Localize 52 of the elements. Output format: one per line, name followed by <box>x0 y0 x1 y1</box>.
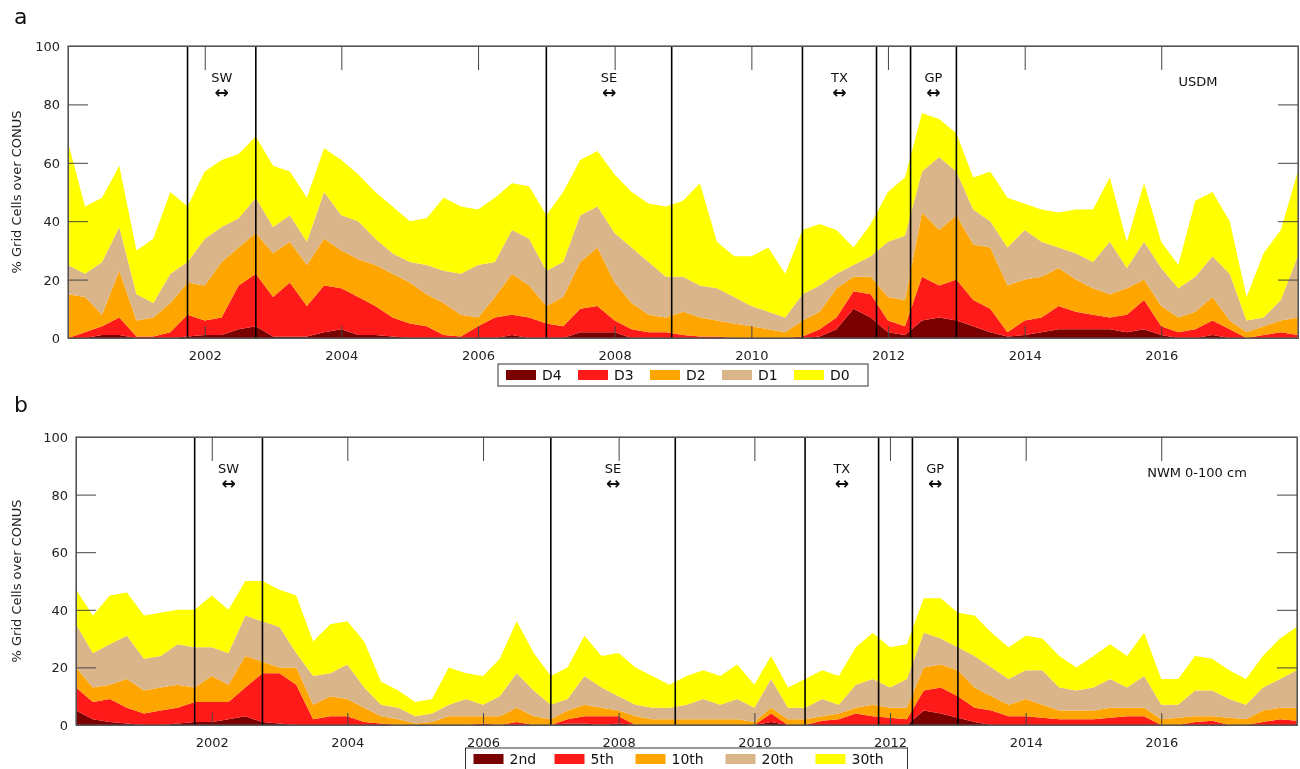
y-tick-label: 20 <box>51 660 68 676</box>
legend-label: 2nd <box>509 751 537 767</box>
x-tick-label: 2008 <box>602 734 636 750</box>
y-tick-label: 60 <box>43 155 60 171</box>
legend-label: 20th <box>761 751 794 767</box>
x-tick-label: 2006 <box>467 734 501 750</box>
legend-label: D4 <box>542 367 562 383</box>
y-tick-label: 80 <box>51 487 68 503</box>
y-tick-label: 40 <box>51 602 68 618</box>
x-tick-label: 2016 <box>1145 734 1179 750</box>
annotation: GP ↔ <box>924 70 943 102</box>
y-tick-label: 80 <box>43 97 60 113</box>
y-tick-label: 100 <box>43 430 68 445</box>
legend-label: D0 <box>830 367 850 383</box>
legend-label: D3 <box>614 367 634 383</box>
x-tick-label: 2010 <box>738 734 772 750</box>
legend-label: 10th <box>671 751 704 767</box>
x-tick-label: 2014 <box>1009 734 1043 750</box>
annotation: SW ↔ <box>211 70 233 102</box>
annotation: NWM 0-100 cm <box>1147 465 1247 480</box>
x-tick-label: 2004 <box>331 734 365 750</box>
annotation: SE ↔ <box>604 461 622 493</box>
x-tick-label: 2004 <box>325 347 359 363</box>
x-tick-label: 2008 <box>598 347 632 363</box>
x-tick-label: 2010 <box>735 347 769 363</box>
x-tick-label: 2002 <box>188 347 222 363</box>
y-tick-label: 60 <box>51 545 68 561</box>
chart-title: b <box>14 392 28 417</box>
legend-label: 5th <box>590 751 614 767</box>
annotation: USDM <box>1178 74 1218 89</box>
x-tick-label: 2012 <box>871 347 905 363</box>
y-tick-label: 40 <box>43 214 60 230</box>
y-tick-label: 100 <box>35 39 60 54</box>
annotation: SW ↔ <box>218 461 240 493</box>
y-axis-title: % Grid Cells over CONUS <box>9 110 24 274</box>
x-tick-label: 2014 <box>1008 347 1042 363</box>
x-tick-label: 2016 <box>1145 347 1179 363</box>
legend-label: D2 <box>686 367 706 383</box>
annotation: TX ↔ <box>832 461 851 493</box>
annotation: GP ↔ <box>926 461 945 493</box>
y-tick-label: 0 <box>59 718 68 733</box>
legend-label: D1 <box>758 367 778 383</box>
y-tick-label: 0 <box>51 331 60 346</box>
chart-title: a <box>14 4 28 29</box>
annotation: TX ↔ <box>830 70 848 102</box>
annotation: SE ↔ <box>600 70 618 102</box>
y-tick-label: 20 <box>43 272 60 288</box>
legend-label: 30th <box>851 751 884 767</box>
x-tick-label: 2002 <box>195 734 229 750</box>
x-tick-label: 2006 <box>462 347 496 363</box>
x-tick-label: 2012 <box>873 734 907 750</box>
y-axis-title: % Grid Cells over CONUS <box>9 499 24 663</box>
